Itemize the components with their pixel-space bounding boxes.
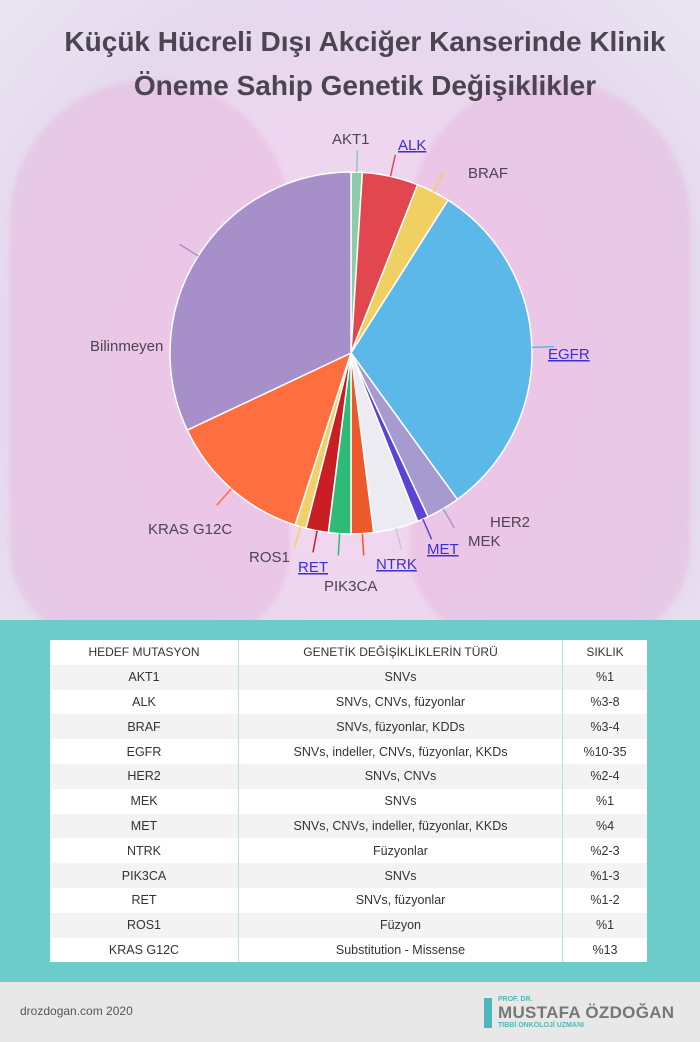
leader-line-kras-g12c [216,488,232,506]
table-row: NTRK Füzyonlar %2-3 [50,838,647,864]
slice-label-her2: HER2 [490,514,530,531]
pie-slice-bilinmeyen [169,171,352,432]
cell-type: SNVs, füzyonlar [238,887,563,913]
brand-title: PROF. DR. [498,996,533,1003]
cell-target: MET [50,813,239,839]
slice-label-ret[interactable]: RET [298,559,328,576]
leader-line-alk [389,154,397,177]
cell-frequency: %1 [595,794,615,809]
site-text: drozdogan.com 2020 [20,1004,133,1018]
table-header-row: HEDEF MUTASYON GENETİK DEĞİŞİKLİKLERİN T… [50,640,647,665]
cell-frequency: %1 [595,918,615,933]
cell-target: ALK [50,689,239,715]
leader-line-ntrk [361,533,365,556]
leader-line-braf [432,171,444,193]
leader-line-akt1 [355,150,359,173]
slice-label-pik3ca: PIK3CA [324,578,377,595]
leader-line-her2 [442,508,455,529]
slice-label-alk[interactable]: ALK [398,137,426,154]
cell-target: AKT1 [50,664,239,690]
pie-chart: AKT1 ALK BRAF EGFR HER2 MEK MET NTRK PIK3CA RET RO… [90,131,590,595]
cell-target: BRAF [50,714,239,740]
cell-type: SNVs [238,863,563,888]
table-row: MET SNVs, CNVs, indeller, füzyonlar, KKDs… [50,813,647,839]
page-title: Küçük Hücreli Dışı Akciğer Kanserinde Kl… [30,20,700,108]
table-row: PIK3CA SNVs %1-3 [50,863,647,888]
title-line-1: Küçük Hücreli Dışı Akciğer Kanserinde Kl… [64,26,666,57]
cell-type: SNVs, CNVs, füzyonlar [238,689,563,715]
cell-frequency: %3-8 [590,694,620,709]
slice-label-ros1: ROS1 [249,549,290,566]
cell-target: KRAS G12C [50,937,239,963]
slice-label-egfr[interactable]: EGFR [548,346,590,363]
cell-type: SNVs [238,664,563,690]
table-row: RET SNVs, füzyonlar %1-2 [50,887,647,913]
brand-name: MUSTAFA ÖZDOĞAN [498,1003,675,1022]
cell-type: Füzyon [238,912,563,938]
leader-line-ret [312,530,318,553]
pie-slice-egfr [350,199,533,501]
table-section: HEDEF MUTASYON GENETİK DEĞİŞİKLİKLERİN T… [0,620,700,982]
chart-section: Küçük Hücreli Dışı Akciğer Kanserinde Kl… [0,0,700,620]
table-row: BRAF SNVs, füzyonlar, KDDs %3-4 [50,714,647,740]
cell-type: SNVs, füzyonlar, KDDs [238,714,563,740]
header-frequency: SIKLIK [586,645,624,660]
cell-type: SNVs, CNVs, indeller, füzyonlar, KKDs [238,813,563,839]
footer: drozdogan.com 2020 PROF. DR. MUSTAFA ÖZD… [0,982,700,1042]
table-row: MEK SNVs %1 [50,788,647,814]
table-body: AKT1 SNVs %1 ALK SNVs, CNVs, füzyonlar %3-8 BR… [50,664,647,963]
leader-line-ros1 [293,526,302,549]
slice-label-met[interactable]: MET [427,541,459,558]
header-alteration-type: GENETİK DEĞİŞİKLİKLERİN TÜRÜ [238,640,563,665]
cell-target: RET [50,887,239,913]
cell-target: NTRK [50,838,239,864]
cell-type: SNVs, CNVs [238,763,563,789]
cell-target: ROS1 [50,912,239,938]
cell-frequency: %1-3 [590,868,620,883]
slice-label-akt1: AKT1 [332,131,370,148]
leader-line-bilinmeyen [179,243,199,257]
leader-line-mek [422,518,433,540]
cell-type: SNVs [238,788,563,814]
cell-frequency: %3-4 [590,719,620,734]
header-target-mutation: HEDEF MUTASYON [50,640,239,665]
table-row: EGFR SNVs, indeller, CNVs, füzyonlar, KKD… [50,739,647,764]
cell-target: HER2 [50,763,239,789]
table-row: ALK SNVs, CNVs, füzyonlar %3-8 [50,689,647,715]
table-row: AKT1 SNVs %1 [50,664,647,690]
table-row: ROS1 Füzyon %1 [50,912,647,938]
brand-subtitle: TIBBİ ONKOLOJİ UZMANI [498,1022,584,1029]
cell-target: PIK3CA [50,863,239,888]
cell-frequency: %1-2 [590,893,620,908]
table-row: HER2 SNVs, CNVs %2-4 [50,763,647,789]
slice-label-kras-g12c: KRAS G12C [148,521,232,538]
cell-target: EGFR [50,739,239,764]
cell-type: Substitution - Missense [238,937,563,963]
mutation-table: HEDEF MUTASYON GENETİK DEĞİŞİKLİKLERİN T… [50,640,647,963]
leader-line-met [395,528,403,550]
cell-frequency: %4 [595,818,615,833]
slice-label-mek: MEK [468,533,501,550]
brand-bar-icon [484,998,492,1028]
cell-frequency: %2-4 [590,769,620,784]
slice-label-bilinmeyen: Bilinmeyen [90,338,163,355]
brand-logo: PROF. DR. MUSTAFA ÖZDOĞAN TIBBİ ONKOLOJİ… [484,996,684,1030]
title-line-2: Öneme Sahip Genetik Değişiklikler [133,70,597,101]
leader-line-egfr [531,345,554,349]
slice-label-braf: BRAF [468,165,508,182]
slice-label-ntrk[interactable]: NTRK [376,556,417,573]
cell-frequency: %2-3 [590,843,620,858]
table-row: KRAS G12C Substitution - Missense %13 [50,937,647,963]
cell-type: SNVs, indeller, CNVs, füzyonlar, KKDs [238,739,563,764]
cell-frequency: %13 [592,942,618,957]
leader-line-pik3ca [337,533,341,556]
cell-frequency: %1 [595,670,615,685]
cell-type: Füzyonlar [238,838,563,864]
cell-target: MEK [50,788,239,814]
cell-frequency: %10-35 [583,744,627,759]
